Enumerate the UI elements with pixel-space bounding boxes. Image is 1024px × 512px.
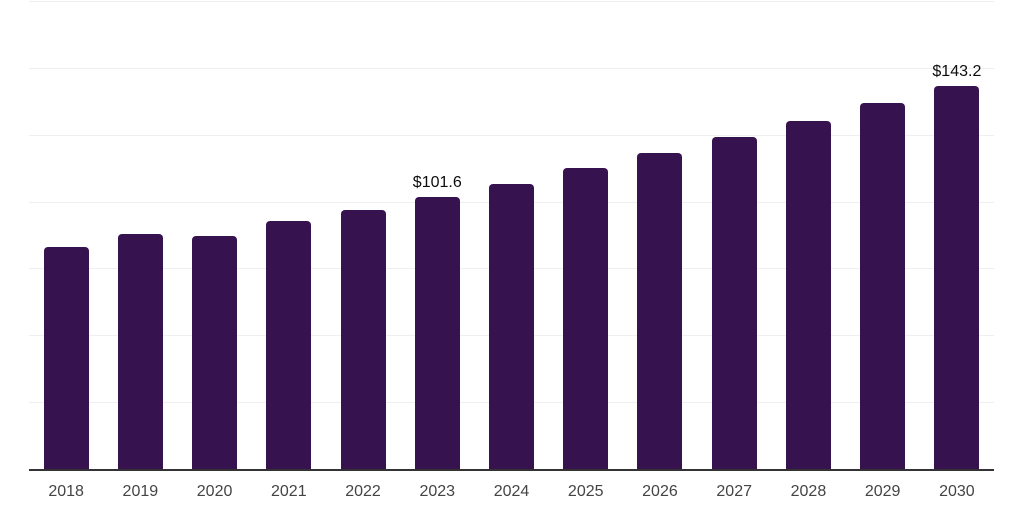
bar-2024 [489, 183, 534, 469]
bar-2021 [266, 221, 312, 469]
x-tick-label-2019: 2019 [122, 483, 159, 500]
x-tick-label-2029: 2029 [864, 483, 901, 500]
x-tick-label-2028: 2028 [790, 483, 827, 500]
x-tick-label-2030: 2030 [939, 483, 975, 500]
bar-2025 [563, 168, 609, 469]
x-tick-label-2024: 2024 [493, 483, 530, 500]
bar-2018 [43, 246, 89, 469]
gridline [29, 67, 994, 69]
x-tick-label-2021: 2021 [271, 483, 307, 500]
value-label-2023: $101.6 [412, 174, 462, 192]
bar-2022 [340, 209, 386, 469]
bar-2028 [785, 120, 831, 469]
gridline [29, 134, 994, 136]
bar-2029 [860, 102, 906, 469]
x-axis-tick-labels: 2018 2019 2020 2021 2022 2023 2024 2025 2026 2027… [29, 484, 994, 506]
x-tick-label-2027: 2027 [716, 483, 752, 500]
gridline [29, 1, 994, 2]
x-tick-label-2018: 2018 [48, 483, 84, 500]
x-tick-label-2025: 2025 [567, 483, 604, 500]
value-label-2030: $143.2 [932, 63, 982, 81]
plot-area: $101.6 $143.2 [29, 1, 994, 469]
x-tick-label-2023: 2023 [419, 483, 456, 500]
x-tick-label-2020: 2020 [196, 483, 233, 500]
bar-2030 [934, 86, 980, 469]
bar-2019 [117, 233, 163, 469]
bar-2026 [637, 152, 683, 469]
bar-2027 [711, 137, 757, 469]
bar-2023 [414, 197, 460, 469]
bar-2020 [192, 235, 238, 469]
x-axis-line [29, 469, 994, 471]
x-tick-label-2022: 2022 [345, 483, 381, 500]
x-tick-label-2026: 2026 [642, 483, 678, 500]
